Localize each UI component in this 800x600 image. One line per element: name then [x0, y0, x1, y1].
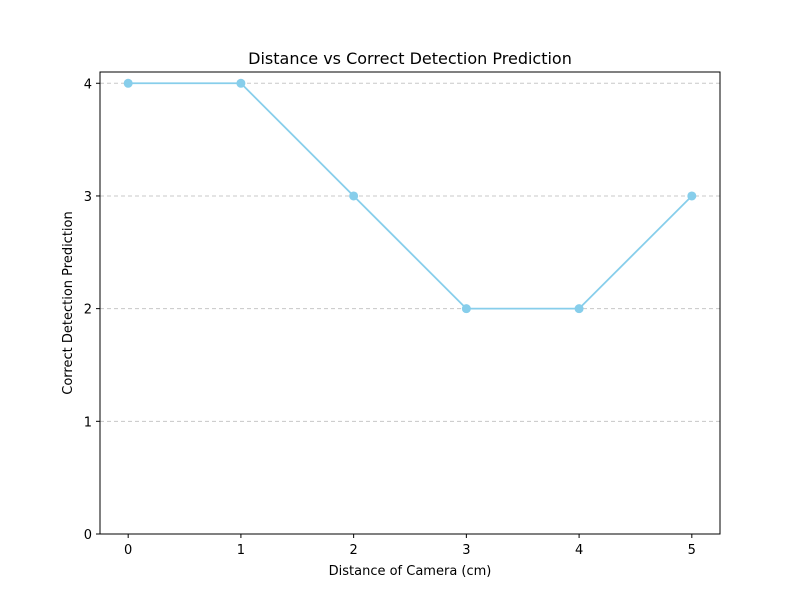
- x-tick-label: 3: [462, 543, 470, 558]
- y-axis-ticks: 0 1 2 3 4: [84, 77, 100, 543]
- y-tick-label: 4: [84, 77, 92, 92]
- data-point: [236, 78, 246, 88]
- data-point: [349, 191, 359, 201]
- y-tick-label: 2: [84, 303, 92, 318]
- series-line-path: [128, 82, 693, 310]
- x-axis-label: Distance of Camera (cm): [329, 564, 492, 579]
- x-tick-label: 4: [575, 543, 583, 558]
- series-line: [128, 82, 693, 310]
- data-point: [123, 78, 133, 88]
- series-points: [123, 78, 697, 314]
- x-axis-ticks: 0 1 2 3 4 5: [124, 534, 696, 558]
- gridlines: [100, 82, 720, 535]
- y-tick-label: 1: [84, 415, 92, 430]
- data-point: [574, 304, 584, 314]
- chart-title: Distance vs Correct Detection Prediction: [248, 49, 572, 68]
- y-axis-label: Correct Detection Prediction: [61, 211, 76, 394]
- y-tick-label: 0: [84, 528, 92, 543]
- x-tick-label: 0: [124, 543, 132, 558]
- data-point: [461, 304, 471, 314]
- data-point: [687, 191, 697, 201]
- y-tick-label: 3: [84, 190, 92, 205]
- plot-area-frame: [99, 71, 721, 535]
- x-tick-label: 1: [237, 543, 245, 558]
- x-tick-label: 2: [349, 543, 357, 558]
- x-tick-label: 5: [688, 543, 696, 558]
